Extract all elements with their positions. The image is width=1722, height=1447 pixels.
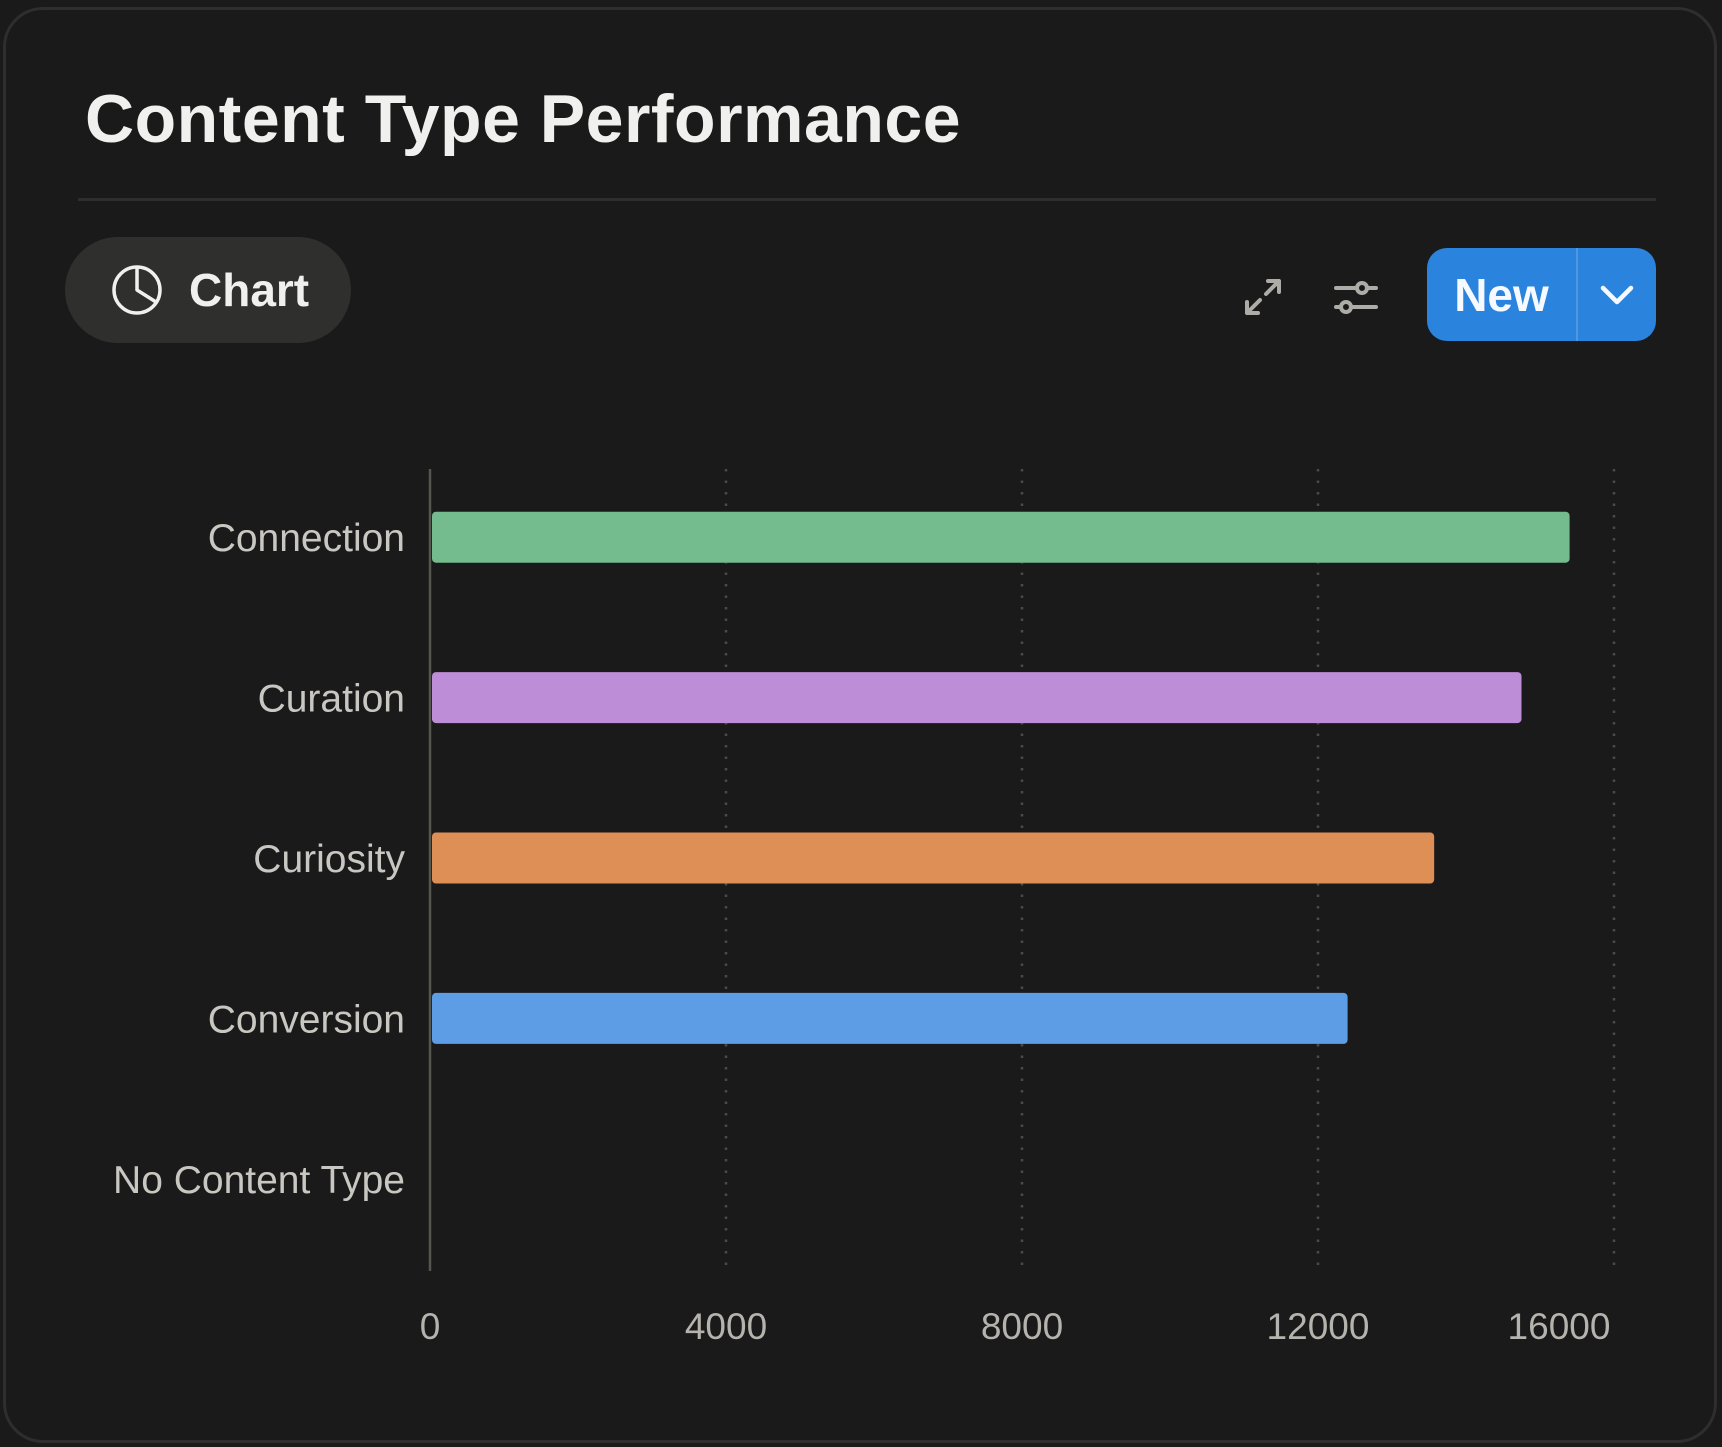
view-label: Chart xyxy=(189,264,310,316)
x-tick-label: 12000 xyxy=(1267,1306,1370,1347)
filter-settings-button[interactable] xyxy=(1331,272,1381,322)
x-tick-label: 16000 xyxy=(1508,1306,1611,1347)
divider xyxy=(78,198,1656,201)
bar-curiosity xyxy=(432,832,1435,884)
expand-button[interactable] xyxy=(1238,272,1288,322)
x-tick-label: 0 xyxy=(420,1306,441,1347)
bar-connection xyxy=(432,511,1570,563)
page-title: Content Type Performance xyxy=(85,81,962,157)
x-tick-label: 8000 xyxy=(981,1306,1063,1347)
new-button-group: New xyxy=(1427,248,1656,341)
new-dropdown-button[interactable] xyxy=(1578,248,1656,341)
bar-conversion xyxy=(432,992,1348,1044)
chevron-down-icon xyxy=(1600,285,1634,304)
expand-icon xyxy=(1245,279,1281,315)
x-tick-label: 4000 xyxy=(685,1306,767,1347)
bar-curation xyxy=(432,672,1522,724)
new-button[interactable]: New xyxy=(1427,248,1578,341)
category-label: Conversion xyxy=(208,998,405,1041)
category-label: Curiosity xyxy=(253,838,405,881)
category-label: No Content Type xyxy=(113,1159,405,1202)
category-label: Curation xyxy=(258,678,405,721)
pie-chart-icon xyxy=(112,265,162,315)
chart-card: Content Type Performance Chart New xyxy=(3,7,1717,1443)
sliders-icon xyxy=(1334,281,1378,314)
view-chart-button[interactable]: Chart xyxy=(65,237,351,343)
category-label: Connection xyxy=(208,517,405,560)
